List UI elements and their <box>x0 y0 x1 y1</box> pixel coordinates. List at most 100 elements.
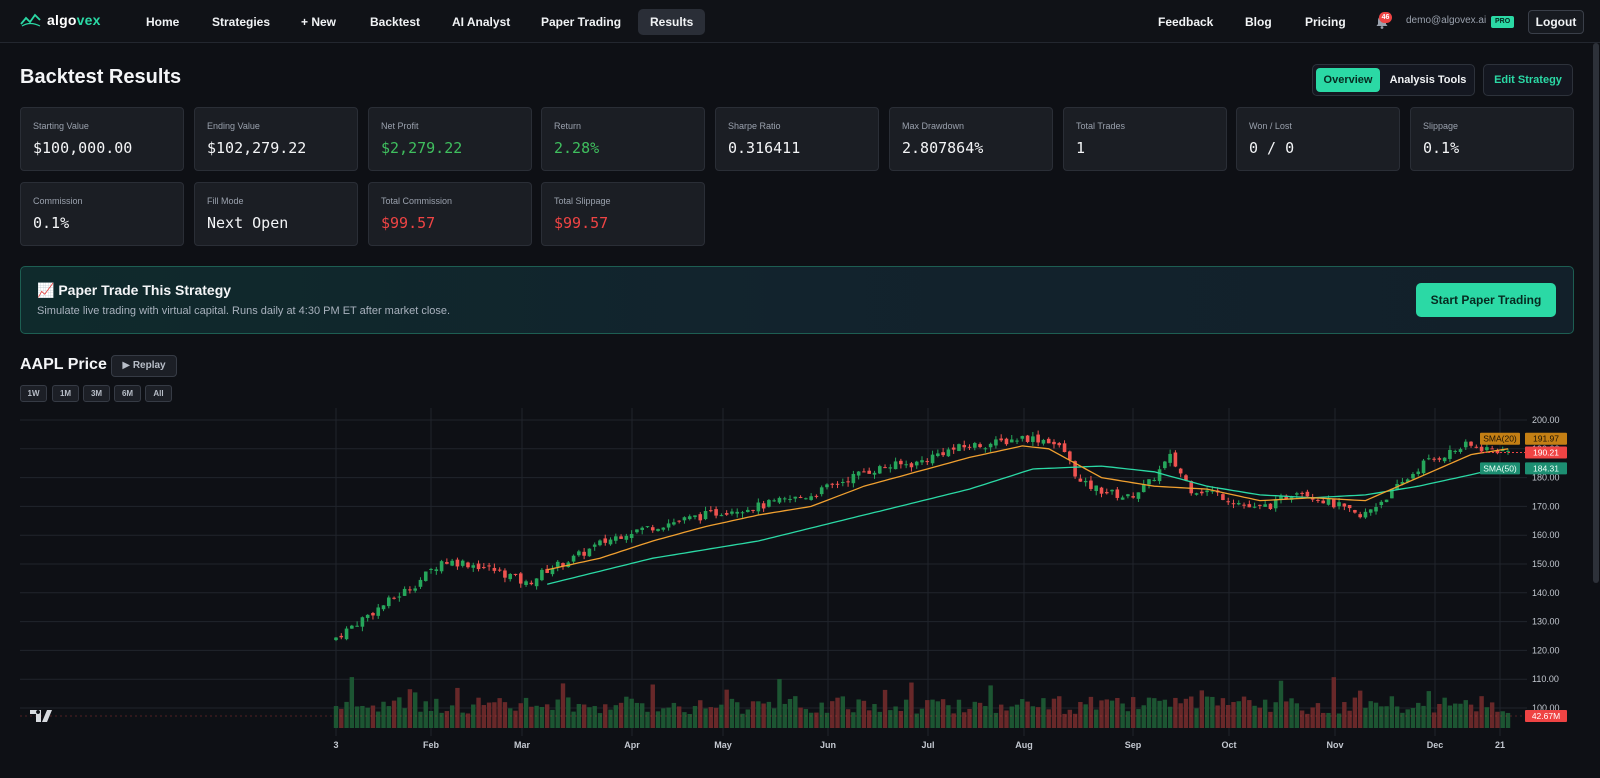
candle-body <box>719 515 724 517</box>
volume-bar <box>676 706 682 728</box>
candle-body <box>1453 450 1458 452</box>
candle-body <box>482 567 486 569</box>
candle-body <box>1432 458 1436 460</box>
x-tick-label: Dec <box>1427 740 1444 750</box>
volume-bar <box>1321 712 1326 728</box>
metric-label: Slippage <box>1423 121 1459 131</box>
volume-bar <box>761 703 766 728</box>
metric-label: Total Slippage <box>554 196 611 206</box>
volume-bar <box>851 712 856 728</box>
candle-body <box>1083 480 1088 483</box>
volume-bar <box>581 704 587 728</box>
volume-bar <box>618 702 624 728</box>
volume-bar <box>376 711 381 728</box>
candle-body <box>534 578 539 587</box>
candle-body <box>1009 439 1014 443</box>
metric-value: 2.807864% <box>902 139 984 157</box>
tradingview-logo <box>30 710 52 722</box>
logo[interactable]: algovex <box>20 12 101 28</box>
candle-body <box>1104 492 1109 494</box>
volume-bar <box>1072 713 1078 728</box>
page-scrollbar[interactable] <box>1592 43 1600 778</box>
candle-body <box>471 565 476 568</box>
candle-body <box>1231 503 1236 505</box>
logout-button[interactable]: Logout <box>1528 10 1584 34</box>
nav-ai-analyst[interactable]: AI Analyst <box>452 15 511 29</box>
volume-bar <box>877 711 882 728</box>
candle-body <box>888 467 893 469</box>
nav-pricing[interactable]: Pricing <box>1305 15 1346 29</box>
candle-body <box>1331 499 1336 508</box>
nav-new[interactable]: + New <box>301 15 337 29</box>
volume-bar <box>819 702 824 728</box>
start-paper-trading-button[interactable]: Start Paper Trading <box>1416 283 1556 317</box>
candle-body <box>735 511 740 514</box>
candle-body <box>656 528 660 532</box>
metric-card: Won / Lost 0 / 0 <box>1236 107 1400 171</box>
candle-body <box>1036 434 1040 443</box>
candle-body <box>1110 489 1114 492</box>
nav-results[interactable]: Results <box>638 9 706 35</box>
volume-bar <box>1130 697 1136 728</box>
candle-body <box>598 540 602 546</box>
nav-backtest[interactable]: Backtest <box>370 15 421 29</box>
candle-body <box>1020 436 1025 439</box>
nav-paper-trading[interactable]: Paper Trading <box>541 15 622 29</box>
range-6m-button[interactable]: 6M <box>114 385 141 402</box>
candle-body <box>1057 443 1062 446</box>
replay-button[interactable]: ▶ Replay <box>111 355 177 377</box>
candle-body <box>793 496 798 499</box>
price-chart[interactable]: 200.00190.00180.00170.00160.00150.00140.… <box>20 408 1568 754</box>
x-tick-label: May <box>714 740 732 750</box>
candle-body <box>497 569 502 571</box>
tab-overview[interactable]: Overview <box>1316 68 1380 92</box>
candle-body <box>851 473 856 484</box>
candle-body <box>466 562 470 568</box>
range-3m-button[interactable]: 3M <box>83 385 110 402</box>
candle-body <box>804 498 808 500</box>
metric-value: $102,279.22 <box>207 139 307 157</box>
nav-feedback[interactable]: Feedback <box>1158 15 1214 29</box>
candle-body <box>930 454 935 464</box>
edit-strategy-button[interactable]: Edit Strategy <box>1483 64 1573 96</box>
volume-bar <box>845 709 851 728</box>
candle-body <box>1469 441 1473 446</box>
nav-home[interactable]: Home <box>146 15 180 29</box>
volume-bar <box>793 696 798 728</box>
candle-body <box>371 613 375 616</box>
volume-bar <box>1336 713 1342 728</box>
candle-body <box>951 447 956 450</box>
nav-blog[interactable]: Blog <box>1245 15 1272 29</box>
range-all-button[interactable]: All <box>145 385 172 402</box>
candle-body <box>1210 490 1215 492</box>
candle-body <box>936 453 940 457</box>
candle-body <box>524 581 528 585</box>
scrollbar-thumb[interactable] <box>1593 43 1599 583</box>
volume-bar <box>998 704 1004 728</box>
candle-body <box>1046 438 1051 444</box>
volume-bar <box>756 701 761 728</box>
volume-bar <box>835 697 840 728</box>
tab-analysis-tools[interactable]: Analysis Tools <box>1389 74 1467 86</box>
logo-text-accent: vex <box>76 12 101 28</box>
volume-bar <box>1357 690 1363 728</box>
price-chart-svg[interactable]: 200.00190.00180.00170.00160.00150.00140.… <box>20 408 1568 754</box>
sma20-line <box>547 445 1509 571</box>
candle-body <box>1184 475 1188 481</box>
candle-body <box>1120 497 1125 500</box>
volume-bar <box>476 697 481 728</box>
candle-body <box>381 605 386 610</box>
y-tick-label: 120.00 <box>1532 645 1560 655</box>
metric-label: Commission <box>33 196 83 206</box>
candle-body <box>645 526 650 528</box>
volume-bar <box>1109 700 1115 728</box>
page-title: Backtest Results <box>20 66 182 88</box>
volume-bar <box>666 707 671 728</box>
range-1m-button[interactable]: 1M <box>52 385 79 402</box>
range-1w-button[interactable]: 1W <box>20 385 47 402</box>
nav-strategies[interactable]: Strategies <box>212 15 271 29</box>
candle-body <box>1305 491 1310 497</box>
volume-bar <box>597 713 603 728</box>
volume-bar <box>465 713 471 728</box>
candle-body <box>1068 451 1072 460</box>
